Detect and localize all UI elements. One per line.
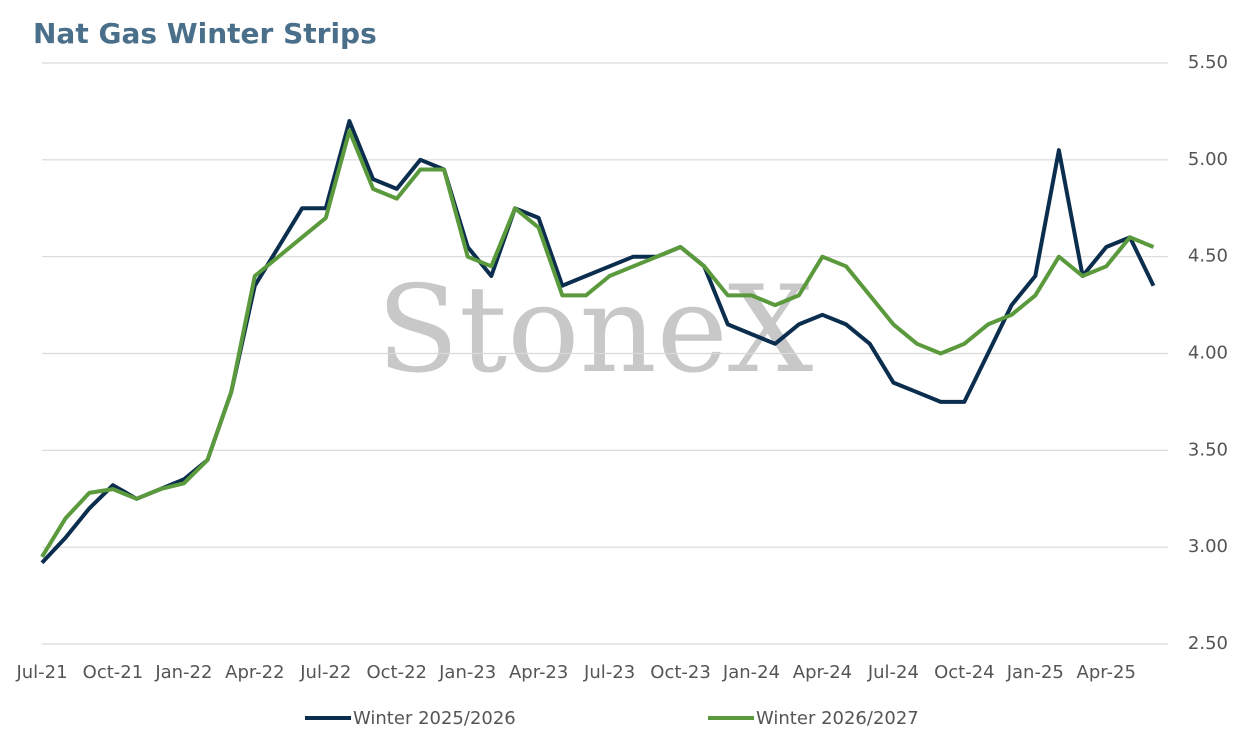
y-tick-label: 5.00: [1188, 149, 1228, 170]
y-tick-label: 2.50: [1188, 633, 1228, 654]
x-tick-label: Jan-25: [1006, 662, 1064, 683]
x-tick-label: Jul-21: [15, 662, 67, 683]
x-tick-label: Jul-23: [583, 662, 635, 683]
series-line: [40, 128, 1155, 558]
y-tick-label: 5.50: [1188, 52, 1228, 73]
x-tick-label: Oct-24: [934, 662, 995, 683]
y-tick-label: 3.00: [1188, 536, 1228, 557]
x-tick-label: Jul-22: [299, 662, 351, 683]
y-tick-label: 4.00: [1188, 343, 1228, 364]
x-tick-label: Jul-24: [867, 662, 919, 683]
x-tick-label: Apr-22: [225, 662, 284, 683]
x-tick-label: Apr-25: [1077, 662, 1136, 683]
y-tick-label: 4.50: [1188, 246, 1228, 267]
x-tick-label: Apr-24: [793, 662, 852, 683]
x-tick-label: Jan-24: [722, 662, 780, 683]
y-tick-label: 3.50: [1188, 439, 1228, 460]
chart-title: Nat Gas Winter Strips: [33, 17, 377, 50]
legend-label: Winter 2025/2026: [353, 708, 516, 729]
legend-label: Winter 2026/2027: [756, 708, 919, 729]
x-tick-label: Apr-23: [509, 662, 568, 683]
x-tick-label: Oct-22: [366, 662, 427, 683]
x-tick-label: Oct-23: [650, 662, 711, 683]
x-tick-label: Oct-21: [83, 662, 144, 683]
x-tick-label: Jan-23: [438, 662, 496, 683]
x-tick-label: Jan-22: [154, 662, 212, 683]
